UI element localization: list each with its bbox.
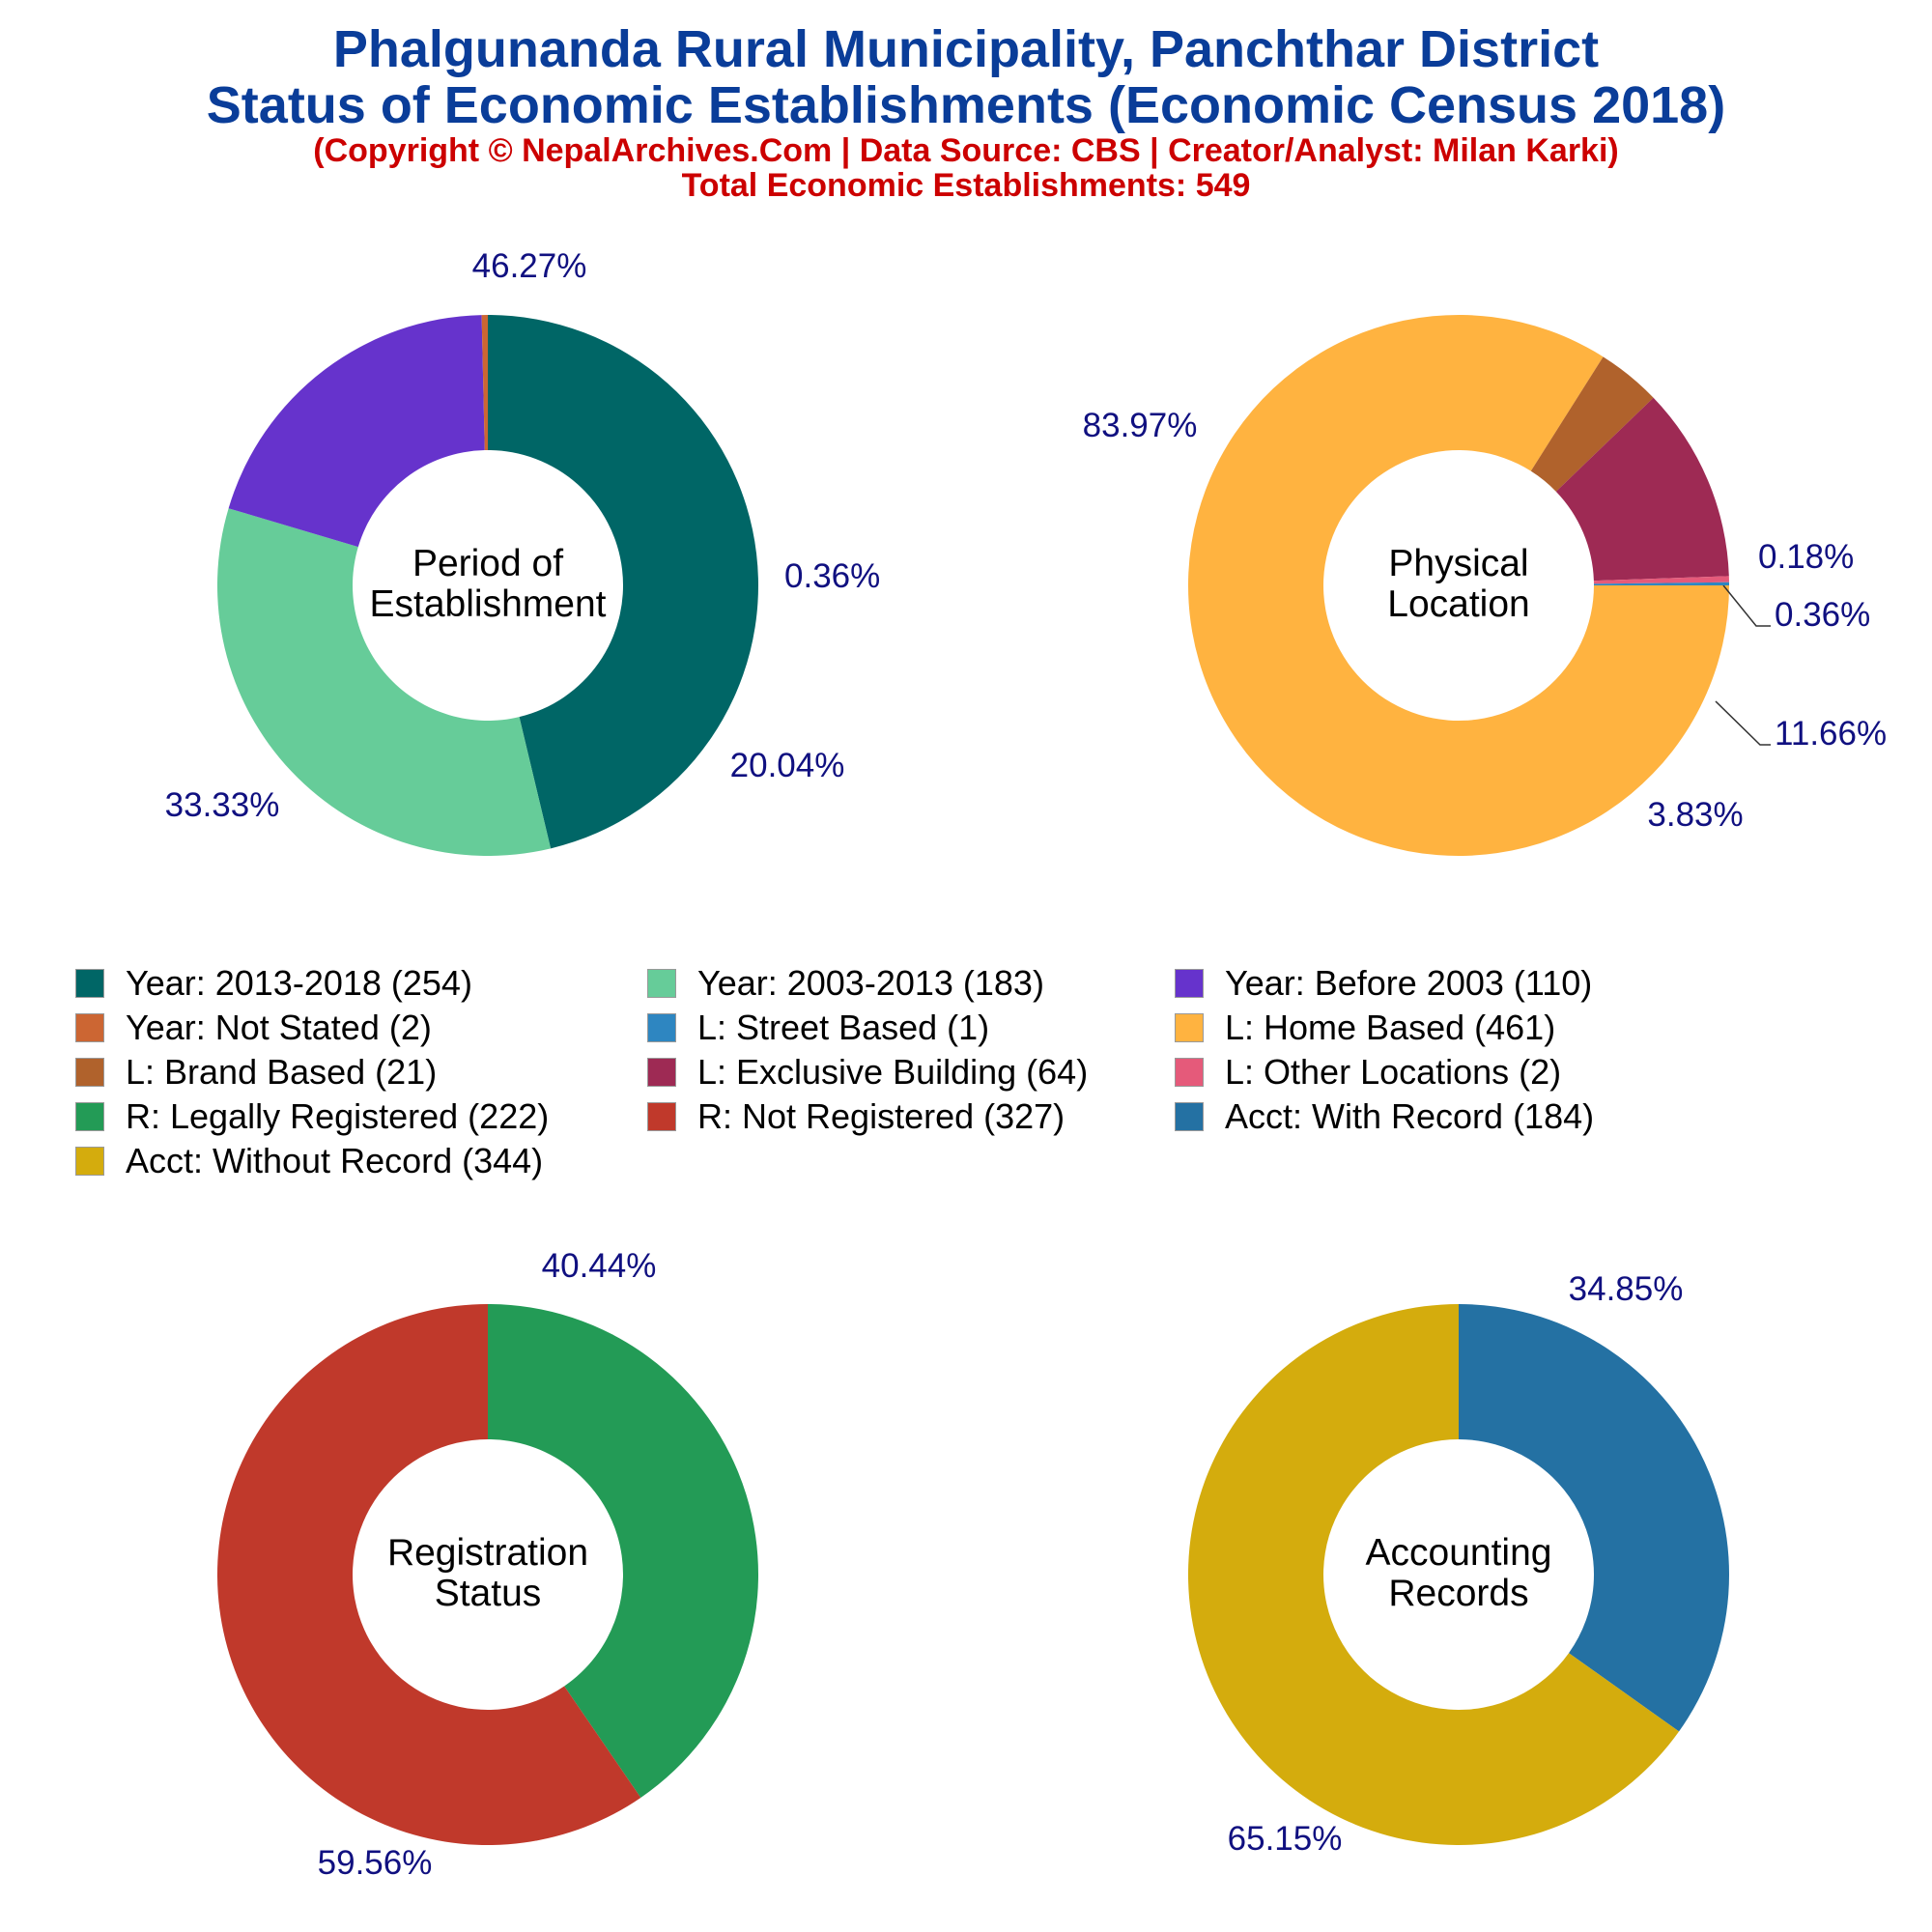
legend-label: Year: Before 2003 (110) xyxy=(1225,963,1593,1003)
legend-swatch xyxy=(1175,1013,1204,1042)
slice-acct-without-record xyxy=(1188,1303,1680,1846)
legend-swatch xyxy=(1175,1058,1204,1087)
legend-item-year-2003-2013-183: Year: 2003-2013 (183) xyxy=(647,962,1044,1005)
slice-r-legally-registered xyxy=(488,1304,758,1798)
slice-year-not-stated xyxy=(481,315,488,451)
legend-swatch xyxy=(1175,969,1204,998)
legend-swatch xyxy=(75,1058,104,1087)
center-label: Establishment xyxy=(370,583,607,625)
slice-l-brand-based xyxy=(1530,356,1654,492)
legend-label: Year: Not Stated (2) xyxy=(126,1008,432,1047)
slice-label-l-exclusive-building: 11.66% xyxy=(1775,715,1887,753)
slice-label-l-street-based: 0.18% xyxy=(1758,538,1854,576)
legend-swatch xyxy=(75,1147,104,1176)
center-label: Records xyxy=(1388,1573,1528,1614)
legend-label: L: Brand Based (21) xyxy=(126,1052,438,1092)
legend-item-l-brand-based-21: L: Brand Based (21) xyxy=(75,1051,437,1094)
legend-item-r-legally-registered-222: R: Legally Registered (222) xyxy=(75,1095,549,1138)
slice-label-r-legally-registered: 40.44% xyxy=(542,1247,657,1285)
legend-item-r-not-registered-327: R: Not Registered (327) xyxy=(647,1095,1065,1138)
center-label: Status xyxy=(435,1573,542,1614)
legend-swatch xyxy=(75,969,104,998)
legend-item-l-exclusive-building-64: L: Exclusive Building (64) xyxy=(647,1051,1088,1094)
donut-chart-1: 46.27% 33.33% 20.04% 0.36% Period ofEstablis… xyxy=(165,247,880,857)
total-establishments: Total Economic Establishments: 549 xyxy=(681,167,1251,204)
center-label: Physical xyxy=(1388,543,1528,584)
legend-label: R: Legally Registered (222) xyxy=(126,1096,550,1136)
center-label: Location xyxy=(1387,583,1529,625)
slice-label-l-home-based: 83.97% xyxy=(1083,407,1198,444)
slice-l-street-based xyxy=(1593,582,1729,585)
legend-label: L: Exclusive Building (64) xyxy=(697,1052,1089,1092)
leader-line xyxy=(1722,584,1771,627)
slice-label-year-2013-2018: 46.27% xyxy=(472,247,587,285)
slice-year-2013-2018 xyxy=(488,315,759,849)
legend-item-year-before-2003-110: Year: Before 2003 (110) xyxy=(1175,962,1592,1005)
legend-item-l-other-locations-2: L: Other Locations (2) xyxy=(1175,1051,1561,1094)
legend-swatch xyxy=(647,969,676,998)
slice-label-year-2003-2013: 33.33% xyxy=(165,786,280,824)
legend-swatch xyxy=(647,1058,676,1087)
legend-label: R: Not Registered (327) xyxy=(697,1096,1065,1136)
legend-item-l-street-based-1: L: Street Based (1) xyxy=(647,1007,989,1049)
legend-item-year-2013-2018-254: Year: 2013-2018 (254) xyxy=(75,962,472,1005)
legend-label: Year: 2003-2013 (183) xyxy=(697,963,1044,1003)
legend-swatch xyxy=(1175,1102,1204,1131)
legend-label: L: Other Locations (2) xyxy=(1225,1052,1562,1092)
slice-year-before-2003 xyxy=(228,315,485,548)
legend-swatch xyxy=(647,1102,676,1131)
slice-label-year-not-stated: 0.36% xyxy=(784,557,880,595)
slice-label-acct-with-record: 34.85% xyxy=(1569,1270,1684,1308)
legend-label: L: Street Based (1) xyxy=(697,1008,990,1047)
legend-swatch xyxy=(75,1013,104,1042)
leader-line xyxy=(1715,700,1771,746)
slice-r-not-registered xyxy=(216,1304,641,1846)
legend-label: Year: 2013-2018 (254) xyxy=(126,963,472,1003)
slice-year-2003-2013 xyxy=(216,508,552,857)
center-label: Period of xyxy=(412,543,563,584)
legend-item-year-not-stated-2: Year: Not Stated (2) xyxy=(75,1007,432,1049)
slice-label-year-before-2003: 20.04% xyxy=(730,747,845,784)
slice-label-l-brand-based: 3.83% xyxy=(1647,796,1743,834)
title-line-1: Phalgunanda Rural Municipality, Panchtha… xyxy=(332,20,1600,78)
legend-swatch xyxy=(647,1013,676,1042)
chart-titles: Phalgunanda Rural Municipality, Panchtha… xyxy=(0,21,1932,203)
center-label: Registration xyxy=(387,1532,588,1574)
slice-label-acct-without-record: 65.15% xyxy=(1228,1820,1343,1858)
slice-l-home-based xyxy=(1187,314,1729,856)
slice-l-exclusive-building xyxy=(1555,397,1729,582)
donut-chart-2: 83.97% 3.83% 11.66% 0.36% 0.18% PhysicalLocat… xyxy=(1083,314,1887,856)
title-line-2: Status of Economic Establishments (Econo… xyxy=(206,76,1726,134)
slice-l-other-locations xyxy=(1593,576,1729,584)
legend-label: Acct: Without Record (344) xyxy=(126,1141,544,1180)
legend-item-acct-without-record-344: Acct: Without Record (344) xyxy=(75,1140,543,1182)
legend-item-l-home-based-461: L: Home Based (461) xyxy=(1175,1007,1555,1049)
legend-label: Acct: With Record (184) xyxy=(1225,1096,1595,1136)
legend-label: L: Home Based (461) xyxy=(1225,1008,1556,1047)
legend-swatch xyxy=(75,1102,104,1131)
copyright-line: (Copyright © NepalArchives.Com | Data So… xyxy=(313,132,1619,169)
center-label: Accounting xyxy=(1366,1532,1552,1574)
legend-item-acct-with-record-184: Acct: With Record (184) xyxy=(1175,1095,1594,1138)
slice-acct-with-record xyxy=(1459,1304,1729,1732)
slice-label-r-not-registered: 59.56% xyxy=(318,1844,433,1882)
slice-label-l-other-locations: 0.36% xyxy=(1775,596,1870,634)
